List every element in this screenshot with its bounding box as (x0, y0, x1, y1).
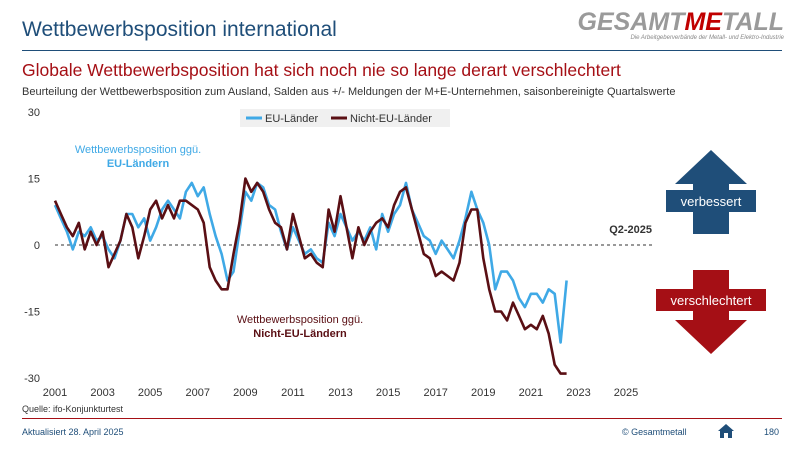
arrow-down-icon: verschlechtert (656, 270, 766, 354)
legend-label-non-eu: Nicht-EU-Länder (350, 113, 432, 125)
x-tick-label: 2005 (138, 387, 162, 399)
zero-line-label: Q2-2025 (609, 224, 652, 236)
x-tick-label: 2001 (43, 387, 67, 399)
x-tick-label: 2003 (90, 387, 114, 399)
annotation-eu-bold: EU-Ländern (107, 158, 170, 170)
x-tick-label: 2015 (376, 387, 400, 399)
arrow-up-icon: verbessert (666, 150, 756, 234)
x-tick-label: 2019 (471, 387, 495, 399)
updated-date: Aktualisiert 28. April 2025 (22, 427, 124, 437)
series-line-non-eu (53, 177, 567, 375)
logo-text-1: GESAMT (577, 8, 685, 36)
legend: EU-Länder Nicht-EU-Länder (240, 109, 450, 127)
arrow-up-label: verbessert (681, 194, 742, 209)
home-icon[interactable] (718, 424, 734, 438)
annotation-non-eu-title: Wettbewerbsposition ggü. (237, 314, 363, 326)
y-tick-label: 0 (34, 240, 40, 252)
y-tick-label: -15 (24, 307, 40, 319)
legend-label-eu: EU-Länder (265, 113, 319, 125)
annotation-non-eu-bold: Nicht-EU-Ländern (253, 328, 347, 340)
logo-text-3: TALL (721, 8, 784, 36)
x-tick-label: 2025 (614, 387, 638, 399)
x-tick-label: 2017 (423, 387, 447, 399)
gesamtmetall-logo: GESAMTMETALL Die Arbeitgeberverbände der… (578, 8, 784, 41)
x-tick-label: 2013 (328, 387, 352, 399)
chart-subtitle: Beurteilung der Wettbewerbsposition zum … (22, 86, 676, 98)
header-divider (22, 50, 782, 51)
logo-tagline: Die Arbeitgeberverbände der Metall- und … (630, 35, 784, 41)
series-line-eu (53, 181, 568, 344)
x-tick-label: 2009 (233, 387, 257, 399)
y-tick-label: 15 (28, 174, 40, 186)
chart-headline: Globale Wettbewerbsposition hat sich noc… (22, 60, 621, 80)
x-tick-label: 2007 (186, 387, 210, 399)
line-chart: 30 15 0 -15 -30 2001 2003 2005 2007 2009 2011 2013… (24, 107, 766, 399)
x-tick-label: 2011 (281, 387, 305, 399)
y-tick-label: 30 (28, 107, 40, 119)
page-number: 180 (764, 427, 780, 437)
y-tick-label: -30 (24, 373, 40, 385)
annotation-eu-title: Wettbewerbsposition ggü. (75, 144, 201, 156)
x-tick-label: 2021 (519, 387, 543, 399)
footer-divider (22, 418, 782, 419)
logo-text-2: ME (684, 8, 722, 36)
x-tick-label: 2023 (566, 387, 590, 399)
arrow-down-label: verschlechtert (671, 293, 752, 308)
copyright: © Gesamtmetall (622, 427, 687, 437)
source-note: Quelle: ifo-Konjunkturtest (22, 404, 124, 414)
page-title: Wettbewerbsposition international (22, 18, 337, 41)
